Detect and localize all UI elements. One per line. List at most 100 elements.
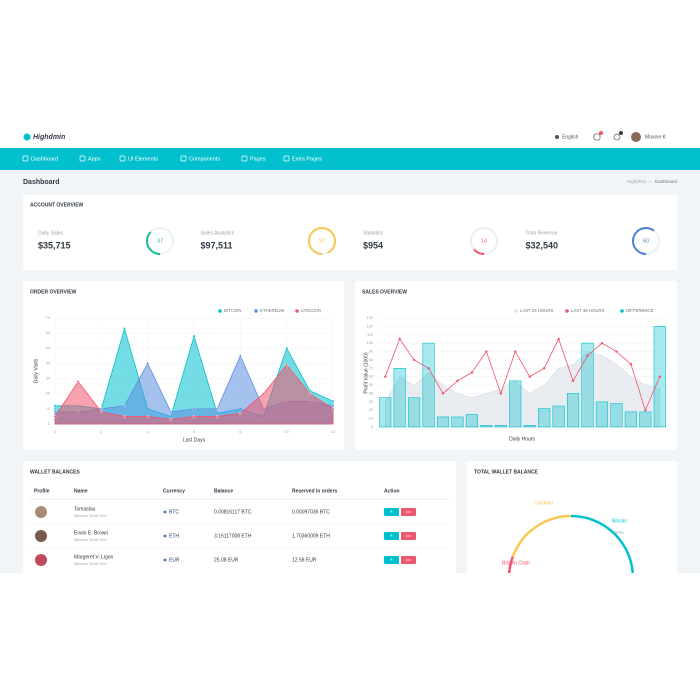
bar bbox=[624, 411, 637, 428]
top-bar bbox=[0, 125, 700, 148]
menu-icon bbox=[283, 155, 290, 162]
menu-item[interactable]: UI Elements bbox=[128, 156, 158, 162]
legend-label: LITECOIN bbox=[301, 308, 321, 313]
total-wallet-card bbox=[467, 461, 677, 591]
data-point bbox=[514, 350, 517, 353]
menu-item[interactable]: Extra Pages bbox=[292, 156, 322, 162]
menu-item[interactable]: Apps bbox=[88, 156, 101, 162]
legend-label: LAST 24 HOURS bbox=[520, 308, 553, 313]
bar bbox=[393, 368, 406, 428]
y-tick-label: 0 bbox=[48, 422, 50, 426]
stat-label: Daily Sales bbox=[38, 230, 64, 236]
add-button[interactable] bbox=[384, 508, 399, 516]
card-title: TOTAL WALLET BALANCE bbox=[474, 469, 539, 475]
y-tick-label: 60 bbox=[369, 375, 373, 379]
donut-label: Bitcoin Cash bbox=[502, 560, 530, 566]
data-point bbox=[192, 334, 196, 338]
menu-icon bbox=[241, 155, 248, 162]
y-tick-label: 40 bbox=[46, 361, 50, 365]
reserved: 0.00097036 BTC bbox=[292, 509, 330, 515]
chat-icon[interactable] bbox=[613, 133, 621, 141]
stat-value: $97,511 bbox=[201, 240, 233, 250]
menu-icon bbox=[79, 155, 86, 162]
y-tick-label: 40 bbox=[369, 391, 373, 395]
user-avatar[interactable] bbox=[631, 132, 641, 142]
name: Margeret V. Ligon bbox=[74, 554, 114, 560]
y-tick-label: 10 bbox=[46, 407, 50, 411]
table-header: Balance bbox=[214, 488, 233, 494]
data-point bbox=[398, 337, 401, 341]
menu-item[interactable]: Components bbox=[189, 156, 220, 162]
y-tick-label: 130 bbox=[367, 316, 373, 320]
card-title: WALLET BALANCES bbox=[30, 469, 80, 475]
ring-progress bbox=[308, 227, 336, 255]
data-point bbox=[169, 418, 173, 421]
stat-label: Sales Analytics bbox=[201, 230, 235, 236]
bar bbox=[566, 393, 580, 428]
menu-item[interactable]: Pages bbox=[250, 156, 266, 162]
y-tick-label: 30 bbox=[46, 377, 50, 381]
y-axis-label: Profit Value (1000) bbox=[363, 352, 369, 394]
currency-icon bbox=[163, 558, 167, 562]
ring-value: 37 bbox=[157, 238, 163, 244]
legend-dot bbox=[295, 309, 299, 313]
x-tick-label: 6 bbox=[193, 430, 195, 434]
bar bbox=[581, 342, 594, 428]
bar bbox=[595, 401, 609, 428]
notification-icon[interactable] bbox=[593, 133, 601, 141]
breadcrumb-item: Dashboard bbox=[655, 179, 678, 184]
data-point bbox=[427, 367, 430, 370]
data-point bbox=[53, 415, 57, 418]
data-point bbox=[146, 362, 150, 365]
y-tick-label: 20 bbox=[46, 392, 50, 396]
data-point bbox=[123, 415, 126, 418]
legend-label: BITCOIN bbox=[224, 308, 241, 313]
menu-item[interactable]: Dashboard bbox=[31, 156, 58, 162]
y-tick-label: 30 bbox=[369, 400, 373, 404]
data-point bbox=[384, 375, 387, 378]
card-title: ACCOUNT OVERVIEW bbox=[30, 202, 84, 208]
bar bbox=[610, 403, 623, 428]
legend-dot bbox=[620, 309, 624, 313]
name: Tomaslau bbox=[74, 506, 96, 512]
data-point bbox=[53, 410, 57, 414]
legend-dot bbox=[565, 309, 569, 313]
x-tick-label: 2 bbox=[100, 430, 102, 434]
data-point bbox=[123, 404, 126, 408]
data-point bbox=[331, 399, 335, 403]
data-point bbox=[238, 411, 242, 415]
stat-value: $954 bbox=[363, 240, 383, 250]
legend-dot bbox=[218, 309, 222, 313]
add-button[interactable] bbox=[384, 556, 399, 564]
ring-value: 60 bbox=[643, 238, 649, 244]
language-icon bbox=[555, 135, 559, 139]
y-tick-label: 70 bbox=[46, 316, 50, 320]
data-point bbox=[412, 358, 416, 362]
data-point bbox=[600, 341, 604, 345]
data-point bbox=[192, 415, 196, 418]
x-tick-label: 0 bbox=[54, 430, 56, 434]
data-point bbox=[331, 404, 335, 408]
ring-value: 14 bbox=[481, 238, 487, 244]
bar bbox=[552, 405, 565, 428]
data-point bbox=[456, 379, 459, 383]
ring-progress bbox=[470, 227, 498, 255]
donut-label: Bitcoin bbox=[612, 518, 627, 524]
avatar bbox=[35, 506, 47, 518]
name: Erwin E. Brown bbox=[74, 530, 108, 536]
data-point bbox=[331, 407, 335, 411]
avatar bbox=[35, 530, 47, 542]
logo-icon bbox=[23, 133, 31, 141]
y-tick-label: 50 bbox=[369, 383, 373, 387]
menu-icon bbox=[22, 155, 29, 162]
bar bbox=[436, 416, 450, 428]
bar bbox=[509, 380, 522, 428]
member-since: Member Since 2017 bbox=[74, 514, 108, 518]
data-point bbox=[557, 337, 560, 341]
x-tick-label: 8 bbox=[239, 430, 241, 434]
user-name: Maxine K bbox=[645, 134, 667, 140]
add-button[interactable] bbox=[384, 532, 399, 540]
member-since: Member Since 2017 bbox=[74, 538, 108, 542]
currency: BTC bbox=[169, 509, 179, 515]
